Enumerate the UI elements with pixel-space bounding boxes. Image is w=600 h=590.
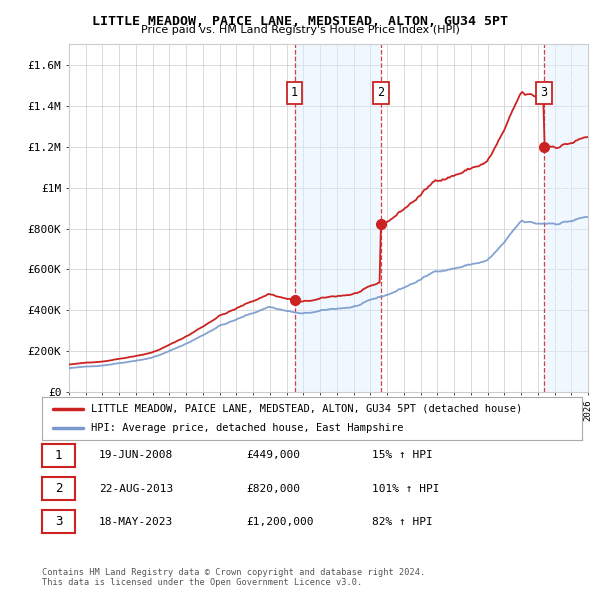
Text: 1: 1 <box>291 87 298 100</box>
Bar <box>544 44 588 392</box>
Bar <box>544 44 588 392</box>
Text: £1,200,000: £1,200,000 <box>246 517 314 526</box>
Text: 15% ↑ HPI: 15% ↑ HPI <box>372 451 433 460</box>
Text: 1: 1 <box>55 449 62 462</box>
Text: 18-MAY-2023: 18-MAY-2023 <box>99 517 173 526</box>
Bar <box>295 44 381 392</box>
Text: 2: 2 <box>55 482 62 495</box>
Text: 22-AUG-2013: 22-AUG-2013 <box>99 484 173 493</box>
Text: £820,000: £820,000 <box>246 484 300 493</box>
Text: 101% ↑ HPI: 101% ↑ HPI <box>372 484 439 493</box>
Text: HPI: Average price, detached house, East Hampshire: HPI: Average price, detached house, East… <box>91 423 403 433</box>
Text: 82% ↑ HPI: 82% ↑ HPI <box>372 517 433 526</box>
Text: 19-JUN-2008: 19-JUN-2008 <box>99 451 173 460</box>
Text: £449,000: £449,000 <box>246 451 300 460</box>
Text: Contains HM Land Registry data © Crown copyright and database right 2024.
This d: Contains HM Land Registry data © Crown c… <box>42 568 425 587</box>
Text: Price paid vs. HM Land Registry's House Price Index (HPI): Price paid vs. HM Land Registry's House … <box>140 25 460 35</box>
Text: 3: 3 <box>541 87 548 100</box>
Text: 2: 2 <box>377 87 385 100</box>
Text: LITTLE MEADOW, PAICE LANE, MEDSTEAD, ALTON, GU34 5PT (detached house): LITTLE MEADOW, PAICE LANE, MEDSTEAD, ALT… <box>91 404 522 414</box>
Text: 3: 3 <box>55 515 62 528</box>
Text: LITTLE MEADOW, PAICE LANE, MEDSTEAD, ALTON, GU34 5PT: LITTLE MEADOW, PAICE LANE, MEDSTEAD, ALT… <box>92 15 508 28</box>
